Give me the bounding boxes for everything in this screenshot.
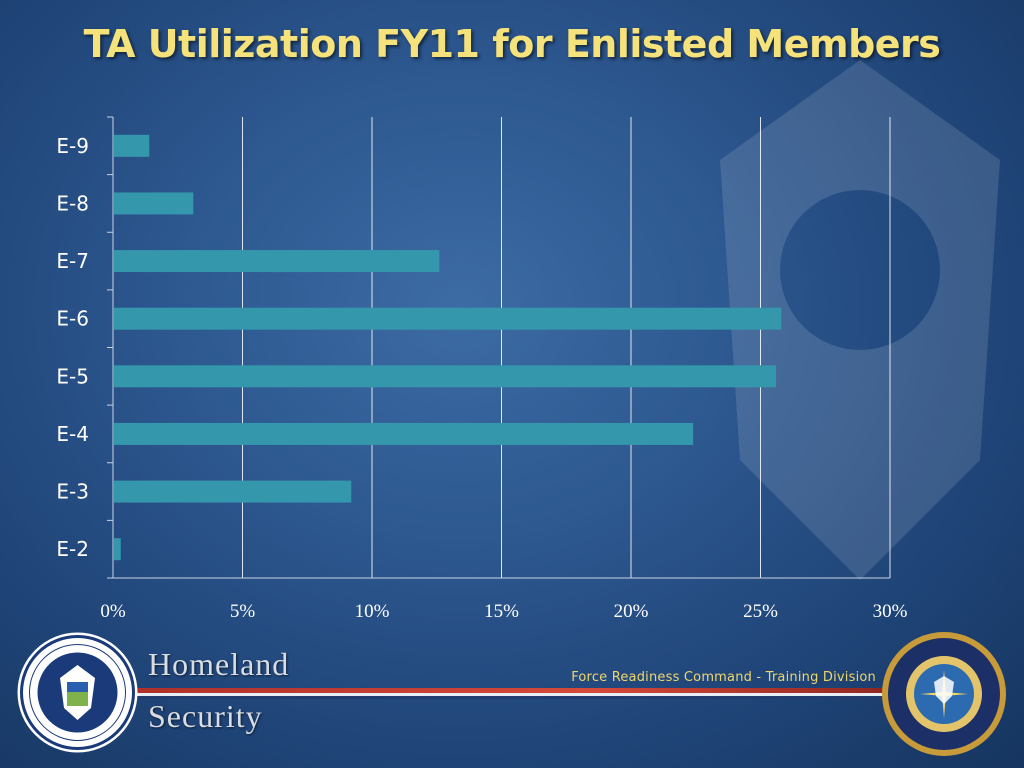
slide-title: TA Utilization FY11 for Enlisted Members [83,22,941,66]
footer-stripe-navy [135,696,895,699]
y-tick-label: E-3 [56,480,89,504]
uscg-frc-seal-logo [882,632,1006,756]
bar-e-8 [114,192,194,215]
y-tick-label: E-6 [56,307,89,331]
homeland-security-wordmark-line1: Homeland [148,646,290,682]
bar-e-9 [114,134,150,157]
footer-stripe-red [135,688,895,693]
y-tick-label: E-7 [56,249,89,273]
x-tick-label: 5% [230,601,256,622]
y-tick-label: E-2 [56,537,89,561]
footer-stripe-white [135,693,895,696]
y-tick-label: E-5 [56,364,89,388]
x-tick-label: 25% [743,601,778,622]
x-tick-label: 30% [873,601,908,622]
x-tick-label: 20% [614,601,649,622]
y-tick-label: E-8 [56,191,89,215]
bar-e-2 [114,538,121,561]
y-tick-label: E-9 [56,134,89,158]
bar-chart: E-9 E-8 E-7 E-6 E-5 E-4 E-3 E-2 0% 5% 10% 15% 20% 25%… [56,116,908,622]
x-tick-label: 15% [484,601,519,622]
bar-e-6 [114,307,782,330]
y-tick-label: E-4 [56,422,89,446]
bar-e-7 [114,250,440,273]
background-emblem [720,60,1000,580]
homeland-security-wordmark-line2: Security [148,698,263,734]
bar-e-4 [114,422,694,445]
bar-e-5 [114,365,777,388]
dhs-seal-logo [17,632,138,753]
command-caption: Force Readiness Command - Training Divis… [571,670,876,685]
x-tick-label: 10% [355,601,390,622]
x-tick-label: 0% [100,601,126,622]
bar-e-3 [114,480,352,503]
